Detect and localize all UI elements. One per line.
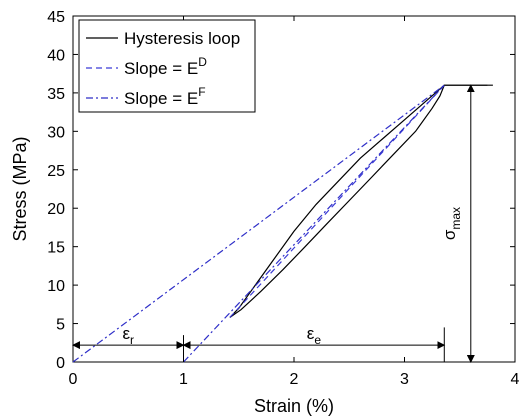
y-tick-label: 45 xyxy=(47,9,65,26)
x-tick-label: 2 xyxy=(290,371,299,388)
x-tick-label: 3 xyxy=(400,371,409,388)
eps-r-subscript: r xyxy=(130,333,134,347)
y-tick-label: 15 xyxy=(47,240,65,257)
legend-label-text: Slope = E xyxy=(124,89,198,108)
x-tick-label: 1 xyxy=(179,371,188,388)
y-tick-label: 20 xyxy=(47,201,65,218)
x-axis-title: Strain (%) xyxy=(254,396,334,416)
legend-label-text: Slope = E xyxy=(124,59,198,78)
y-tick-label: 0 xyxy=(56,355,65,372)
legend-label-superscript: F xyxy=(198,85,205,99)
legend-label: Slope = ED xyxy=(124,55,207,78)
sigma-max-subscript: max xyxy=(449,207,463,230)
y-tick-label: 10 xyxy=(47,278,65,295)
y-tick-label: 25 xyxy=(47,163,65,180)
y-tick-label: 5 xyxy=(56,317,65,334)
sigma-max-symbol: σ xyxy=(440,229,459,240)
y-axis-title: Stress (MPa) xyxy=(10,136,30,241)
y-tick-label: 40 xyxy=(47,47,65,64)
legend-label: Hysteresis loop xyxy=(124,29,240,48)
y-tick-label: 30 xyxy=(47,124,65,141)
eps-e-subscript: e xyxy=(314,333,321,347)
y-tick-label: 35 xyxy=(47,86,65,103)
x-tick-label: 4 xyxy=(511,371,520,388)
legend-label-superscript: D xyxy=(198,55,207,69)
legend-label-text: Hysteresis loop xyxy=(124,29,240,48)
x-tick-label: 0 xyxy=(69,371,78,388)
legend-label: Slope = EF xyxy=(124,85,206,108)
